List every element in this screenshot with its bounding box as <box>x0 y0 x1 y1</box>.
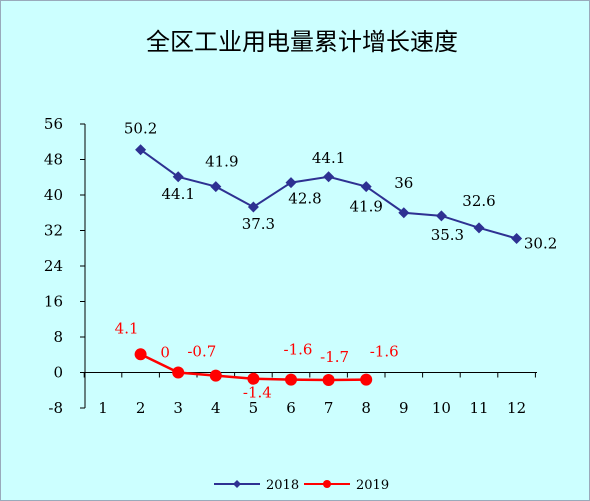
y-tick-label: 48 <box>44 151 63 169</box>
data-label-2019: 0 <box>160 344 170 362</box>
legend-label-2018: 2018 <box>266 478 299 493</box>
x-tick-label: 1 <box>98 399 108 417</box>
y-tick-label: -8 <box>48 399 63 417</box>
y-tick-label: 8 <box>53 328 63 346</box>
data-point-2018 <box>172 171 184 183</box>
y-tick-label: 40 <box>44 186 63 204</box>
data-point-2018 <box>360 181 372 193</box>
legend-marker-2019 <box>323 480 331 488</box>
x-tick-label: 5 <box>249 399 259 417</box>
data-label-2018: 44.1 <box>161 185 194 203</box>
data-label-2018: 37.3 <box>242 215 275 233</box>
data-label-2018: 36 <box>394 174 413 192</box>
data-label-2019: 4.1 <box>115 319 139 337</box>
data-point-2019 <box>285 373 297 386</box>
x-tick-label: 2 <box>136 399 146 417</box>
x-tick-label: 8 <box>361 399 371 417</box>
y-tick-label: 16 <box>44 293 63 311</box>
data-label-2018: 50.2 <box>124 120 157 138</box>
legend-marker-2018 <box>233 480 241 488</box>
data-point-2018 <box>210 181 222 193</box>
data-label-2018: 44.1 <box>312 149 345 167</box>
data-label-2018: 35.3 <box>431 226 464 244</box>
data-point-2018 <box>135 144 147 156</box>
data-label-2018: 42.8 <box>288 190 321 208</box>
data-label-2019: -0.7 <box>187 343 216 361</box>
data-label-2019: -1.6 <box>284 341 313 359</box>
chart-title: 全区工业用电量累计增长速度 <box>146 28 458 56</box>
legend: 2018 2019 <box>214 478 389 493</box>
data-labels: 50.2 44.1 41.9 37.3 42.8 44.1 41.9 36 35.3 32.6 30… <box>115 120 558 402</box>
data-point-2018 <box>398 207 410 219</box>
x-tick-label: 12 <box>507 399 526 417</box>
x-tick-label: 10 <box>432 399 451 417</box>
series-layer <box>134 144 523 387</box>
y-tick-label: 32 <box>44 222 63 240</box>
y-tick-label: 0 <box>53 364 63 382</box>
data-point-2019 <box>360 373 373 386</box>
data-label-2019: -1.4 <box>243 384 272 402</box>
data-point-2018 <box>435 210 447 222</box>
y-tick-label: 56 <box>44 115 63 133</box>
legend-label-2019: 2019 <box>356 478 389 493</box>
x-tick-label: 4 <box>211 399 221 417</box>
data-label-2019: -1.7 <box>320 348 349 366</box>
x-tick-label: 6 <box>286 399 296 417</box>
x-tick-label: 9 <box>399 399 409 417</box>
data-label-2018: 41.9 <box>205 153 238 171</box>
data-point-2018 <box>511 232 523 244</box>
x-tick-label: 7 <box>324 399 334 417</box>
data-point-2019 <box>247 372 260 385</box>
data-label-2018: 32.6 <box>462 192 495 210</box>
data-point-2019 <box>322 374 335 387</box>
data-point-2018 <box>473 222 485 234</box>
x-tick-label: 3 <box>173 399 183 417</box>
data-label-2019: -1.6 <box>370 343 399 361</box>
data-point-2018 <box>247 201 259 213</box>
data-point-2019 <box>172 366 185 379</box>
data-label-2018: 41.9 <box>349 198 382 216</box>
x-tick-label: 11 <box>469 399 488 417</box>
data-point-2018 <box>323 171 335 183</box>
data-point-2018 <box>285 177 297 189</box>
y-tick-label: 24 <box>44 257 63 275</box>
data-label-2018: 30.2 <box>524 234 557 252</box>
data-point-2019 <box>209 369 222 382</box>
data-point-2019 <box>134 348 147 361</box>
